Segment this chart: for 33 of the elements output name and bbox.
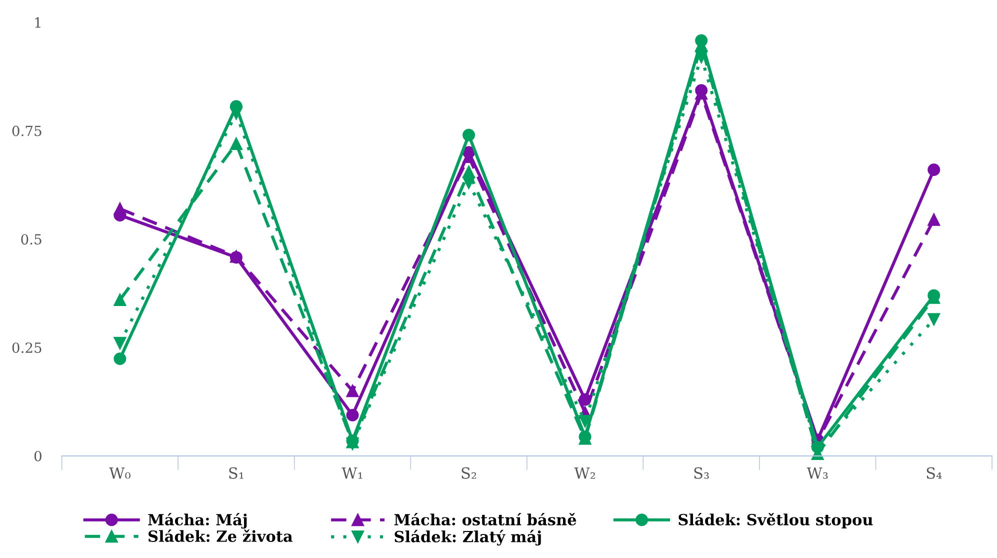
point xyxy=(695,50,708,64)
point xyxy=(114,352,126,366)
y-tick-label: 0.5 xyxy=(21,234,42,245)
legend-label: Sládek: Ze života xyxy=(148,530,293,542)
point xyxy=(928,313,940,326)
y-tick-label: 0 xyxy=(34,450,42,462)
x-tick-label: W₂ xyxy=(574,467,596,479)
point xyxy=(114,336,126,350)
x-tick-label: W₃ xyxy=(806,467,828,479)
x-tick-label: S₂ xyxy=(462,467,476,479)
point xyxy=(462,176,476,189)
legend-label: Mácha: ostatní básně xyxy=(394,512,576,526)
x-tick-label: S₃ xyxy=(694,467,709,479)
point xyxy=(114,202,126,216)
y-tick-label: 1 xyxy=(35,17,40,28)
x-tick-label: S₁ xyxy=(229,467,244,479)
point xyxy=(346,384,359,398)
point xyxy=(928,213,940,226)
point xyxy=(230,107,242,120)
x-tick-label: W₁ xyxy=(342,467,362,479)
point xyxy=(928,163,940,176)
legend-label: Sládek: Světlou stopou xyxy=(678,512,873,528)
legend-label: Mácha: Máj xyxy=(148,512,247,529)
point xyxy=(346,408,359,422)
x-tick-label: S₄ xyxy=(926,467,942,479)
x-tick-label: W₀ xyxy=(109,467,130,479)
legend-label: Sládek: Zlatý máj xyxy=(394,530,541,546)
point xyxy=(114,294,126,306)
point xyxy=(578,414,592,428)
point xyxy=(230,137,242,150)
y-tick-label: 0.25 xyxy=(12,342,42,353)
y-tick-label: 0.75 xyxy=(12,126,42,136)
point xyxy=(462,128,476,142)
